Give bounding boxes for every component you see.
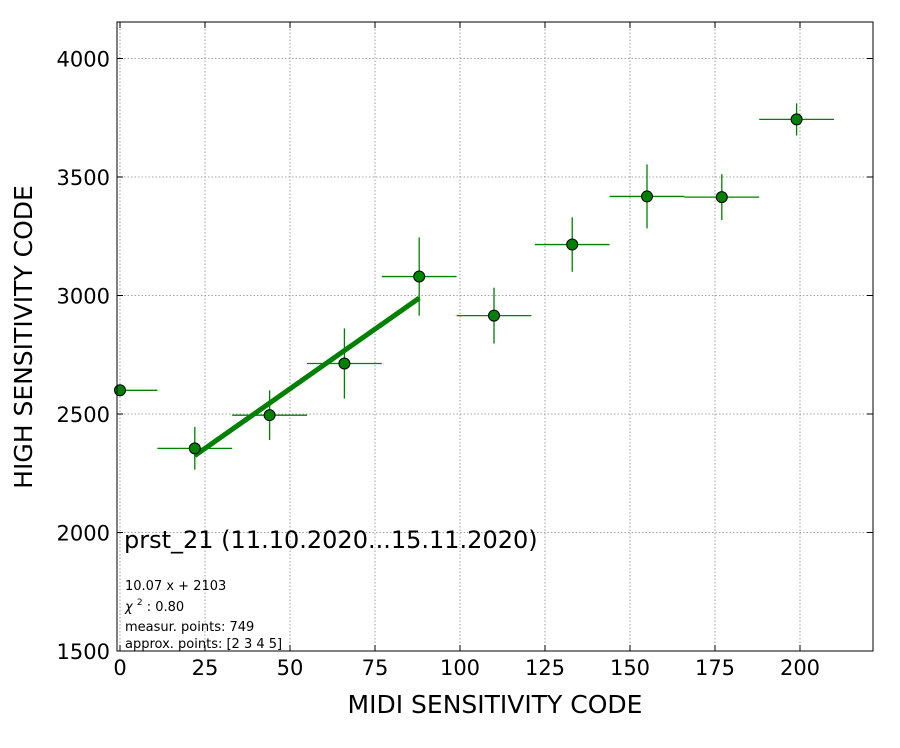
x-tick-label: 125 <box>525 656 565 680</box>
grid-lines <box>117 22 873 652</box>
y-tick-label: 2500 <box>57 403 110 427</box>
y-tick-label: 3000 <box>57 285 110 309</box>
error-bars <box>117 103 834 470</box>
data-point <box>338 357 351 370</box>
plot-frame <box>116 21 874 652</box>
data-point <box>188 442 201 455</box>
y-tick-label: 3500 <box>57 166 110 190</box>
data-point <box>641 190 653 203</box>
data-point <box>263 409 276 422</box>
annotation-measur-points: measur. points: 749 <box>125 620 254 635</box>
x-tick-label: 25 <box>192 656 219 680</box>
data-point <box>114 384 126 397</box>
x-tick-label: 75 <box>362 656 389 680</box>
x-tick-label: 0 <box>113 656 126 680</box>
annotation-chi2: χ 2 : 0.80 <box>124 594 184 615</box>
chi2-exponent: 2 <box>137 598 143 608</box>
data-points <box>114 113 803 455</box>
axis-ticks <box>117 22 873 652</box>
x-tick-label: 150 <box>610 656 650 680</box>
y-tick-label: 1500 <box>57 640 110 664</box>
data-point <box>715 191 728 204</box>
x-tick-label: 200 <box>780 656 820 680</box>
chi2-symbol: χ <box>124 600 134 615</box>
y-axis-label: HIGH SENSITIVITY CODE <box>9 185 38 489</box>
annotation-equation: 10.07 x + 2103 <box>125 579 226 594</box>
y-tick-label: 2000 <box>57 522 110 546</box>
chi2-value: : 0.80 <box>147 600 184 615</box>
data-point <box>790 113 803 126</box>
y-tick-label: 4000 <box>57 48 110 72</box>
x-tick-label: 50 <box>277 656 304 680</box>
annotation-approx-points: approx. points: [2 3 4 5] <box>125 637 282 652</box>
tick-labels: 0 25 50 75 100 125 150 175 200 1500 2000 2500 3000 35… <box>57 48 821 681</box>
data-point <box>488 309 500 322</box>
x-axis-label: MIDI SENSITIVITY CODE <box>348 690 643 719</box>
x-tick-label: 175 <box>695 656 735 680</box>
x-tick-label: 100 <box>440 656 480 680</box>
fit-line-group <box>193 296 421 458</box>
annotation-title: prst_21 (11.10.2020...15.11.2020) <box>124 526 538 554</box>
data-point <box>413 270 426 283</box>
fit-line <box>193 296 421 458</box>
data-point <box>566 238 579 251</box>
